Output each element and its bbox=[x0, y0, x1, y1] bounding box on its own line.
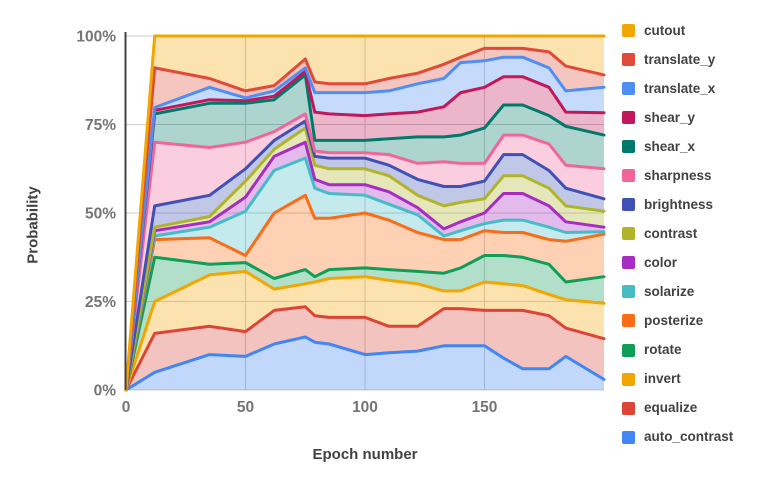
line-invert bbox=[124, 269, 606, 392]
band-color bbox=[126, 142, 604, 390]
y-tick-label: 25% bbox=[85, 294, 116, 311]
legend-label: shear_x bbox=[644, 138, 696, 154]
legend-label: equalize bbox=[644, 400, 698, 416]
band-equalize bbox=[126, 306, 604, 390]
legend-swatch-shear_x bbox=[622, 140, 635, 154]
line-auto_contrast bbox=[124, 335, 606, 392]
legend-swatch-invert bbox=[622, 372, 635, 386]
legend-label: solarize bbox=[644, 284, 695, 300]
line-translate_y bbox=[124, 46, 606, 392]
legend-label: brightness bbox=[644, 197, 714, 213]
x-tick-label: 50 bbox=[237, 399, 254, 416]
legend-swatch-brightness bbox=[622, 198, 635, 212]
legend-label: rotate bbox=[644, 342, 682, 358]
legend-item-rotate: rotate bbox=[622, 336, 733, 365]
legend-swatch-equalize bbox=[622, 401, 635, 415]
legend-label: sharpness bbox=[644, 168, 712, 183]
y-tick-label: 0% bbox=[94, 383, 117, 400]
x-tick-label: 150 bbox=[472, 399, 498, 416]
legend-label: translate_y bbox=[644, 51, 716, 67]
legend-swatch-translate_x bbox=[622, 82, 635, 96]
line-equalize bbox=[124, 305, 606, 392]
band-invert bbox=[126, 271, 604, 390]
line-posterize bbox=[124, 193, 606, 392]
band-shear_x bbox=[126, 74, 604, 391]
legend-swatch-sharpness bbox=[622, 169, 635, 183]
band-brightness bbox=[126, 121, 604, 390]
band-translate_y bbox=[126, 48, 604, 391]
line-cutout bbox=[124, 34, 606, 392]
line-shear_x bbox=[124, 73, 606, 392]
x-tick-label: 100 bbox=[352, 399, 378, 416]
line-brightness bbox=[124, 119, 606, 392]
x-tick-label: 0 bbox=[122, 399, 131, 416]
legend-label: shear_y bbox=[644, 109, 696, 125]
legend-item-brightness: brightness bbox=[622, 190, 733, 219]
legend-item-cutout: cutout bbox=[622, 16, 733, 45]
legend-swatch-color bbox=[622, 256, 635, 270]
line-contrast bbox=[124, 126, 606, 392]
legend-item-invert: invert bbox=[622, 365, 733, 394]
line-rotate bbox=[124, 254, 606, 392]
legend-item-sharpness: sharpness bbox=[622, 161, 733, 190]
legend-swatch-contrast bbox=[622, 227, 635, 241]
legend-swatch-shear_y bbox=[622, 111, 635, 125]
y-tick-label: 100% bbox=[76, 29, 116, 46]
legend-label: posterize bbox=[644, 313, 704, 329]
y-tick-label: 75% bbox=[85, 117, 116, 134]
legend-item-color: color bbox=[622, 248, 733, 277]
legend-swatch-cutout bbox=[622, 24, 635, 38]
line-shear_y bbox=[124, 69, 606, 392]
legend-item-posterize: posterize bbox=[622, 306, 733, 335]
legend-item-auto_contrast: auto_contrast bbox=[622, 423, 733, 452]
line-solarize bbox=[124, 156, 606, 392]
legend-item-shear_y: shear_y bbox=[622, 103, 733, 132]
legend-item-solarize: solarize bbox=[622, 277, 733, 306]
band-posterize bbox=[126, 195, 604, 390]
line-color bbox=[124, 140, 606, 392]
legend-swatch-solarize bbox=[622, 285, 635, 299]
legend-swatch-posterize bbox=[622, 314, 635, 328]
legend-item-translate_y: translate_y bbox=[622, 45, 733, 74]
band-auto_contrast bbox=[126, 336, 604, 390]
band-translate_x bbox=[126, 57, 604, 390]
legend-label: translate_x bbox=[644, 80, 716, 96]
legend-swatch-auto_contrast bbox=[622, 430, 635, 444]
legend-item-shear_x: shear_x bbox=[622, 132, 733, 161]
legend-swatch-rotate bbox=[622, 343, 635, 357]
legend-label: color bbox=[644, 255, 678, 271]
band-solarize bbox=[126, 158, 604, 390]
axis-tick-labels: 0% 25% 50% 75% 100% 0 50 100 150 bbox=[76, 29, 497, 417]
legend-swatch-translate_y bbox=[622, 53, 635, 67]
legend-label: contrast bbox=[644, 226, 698, 242]
line-translate_x bbox=[124, 55, 606, 392]
legend-label: auto_contrast bbox=[644, 429, 734, 445]
legend-item-translate_x: translate_x bbox=[622, 74, 733, 103]
legend-item-equalize: equalize bbox=[622, 394, 733, 423]
legend-label: cutout bbox=[644, 22, 686, 38]
band-rotate bbox=[126, 255, 604, 390]
y-axis-title: Probability bbox=[24, 186, 42, 264]
band-contrast bbox=[126, 128, 604, 390]
x-axis-title: Epoch number bbox=[312, 446, 418, 463]
legend-item-contrast: contrast bbox=[622, 219, 733, 248]
y-tick-label: 50% bbox=[85, 206, 116, 223]
legend-label: invert bbox=[644, 371, 681, 387]
area-fills bbox=[126, 36, 604, 391]
area-lines bbox=[124, 34, 606, 392]
band-shear_y bbox=[126, 71, 604, 391]
line-sharpness bbox=[124, 112, 606, 392]
